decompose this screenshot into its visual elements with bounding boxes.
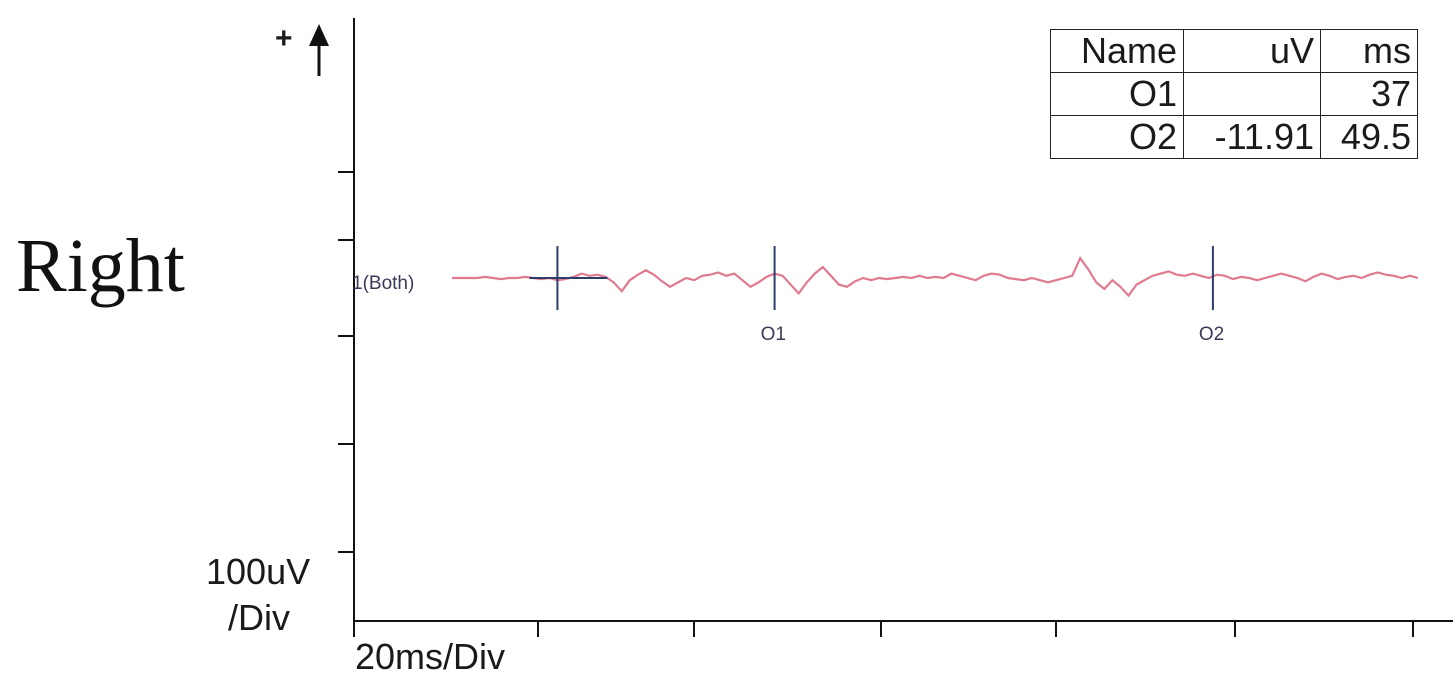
trace-label: 1(Both) [352,273,414,294]
trace-line [452,256,1419,298]
x-ticks [353,621,1414,637]
cell-uv: -11.91 [1183,115,1321,159]
table-header-row: Name uV ms [1050,29,1418,73]
side-label: Right [16,224,185,308]
y-ticks [338,171,354,553]
cell-uv [1183,72,1321,116]
polarity-label: + [275,22,293,55]
up-arrow-icon [309,24,329,76]
markers: O1 O2 [529,246,1224,345]
cell-ms: 37 [1320,72,1418,116]
header-ms: ms [1320,29,1418,73]
x-scale-label: 20ms/Div [355,636,506,677]
header-name: Name [1050,29,1184,73]
header-uv: uV [1183,29,1321,73]
marker-label: O1 [761,324,786,345]
y-scale-label-div: /Div [228,597,290,638]
marker-label: O2 [1199,324,1224,345]
measurement-table: Name uV ms O1 37 O2 -11.91 49.5 [1050,29,1418,159]
cell-name: O1 [1050,72,1184,116]
cell-ms: 49.5 [1320,115,1418,159]
cell-name: O2 [1050,115,1184,159]
table-row: O1 37 [1050,72,1418,116]
y-scale-label: 100uV [206,551,311,592]
table-row: O2 -11.91 49.5 [1050,115,1418,159]
